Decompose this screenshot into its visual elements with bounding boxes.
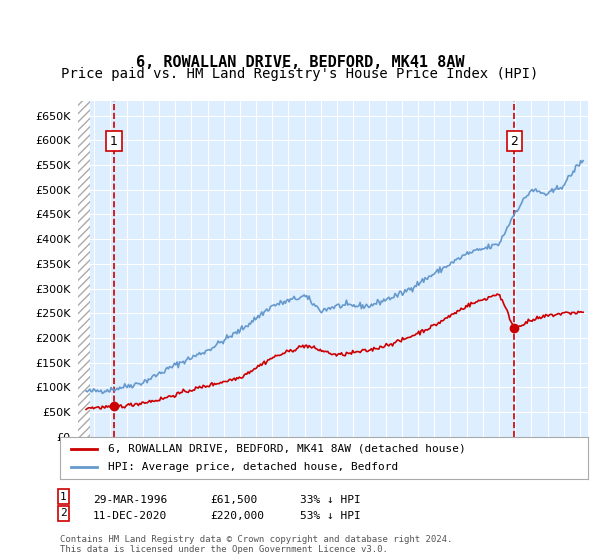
Text: 2: 2 <box>60 508 67 519</box>
Text: 1: 1 <box>60 492 67 502</box>
Text: Price paid vs. HM Land Registry's House Price Index (HPI): Price paid vs. HM Land Registry's House … <box>61 67 539 81</box>
Text: 6, ROWALLAN DRIVE, BEDFORD, MK41 8AW: 6, ROWALLAN DRIVE, BEDFORD, MK41 8AW <box>136 55 464 70</box>
Text: 2: 2 <box>511 134 518 148</box>
Bar <box>78 101 90 437</box>
Text: 53% ↓ HPI: 53% ↓ HPI <box>300 511 361 521</box>
Text: 1: 1 <box>110 134 118 148</box>
Text: 33% ↓ HPI: 33% ↓ HPI <box>300 494 361 505</box>
Text: 6, ROWALLAN DRIVE, BEDFORD, MK41 8AW (detached house): 6, ROWALLAN DRIVE, BEDFORD, MK41 8AW (de… <box>107 444 465 454</box>
Text: £220,000: £220,000 <box>210 511 264 521</box>
Text: £61,500: £61,500 <box>210 494 257 505</box>
Text: 11-DEC-2020: 11-DEC-2020 <box>93 511 167 521</box>
Text: HPI: Average price, detached house, Bedford: HPI: Average price, detached house, Bedf… <box>107 462 398 472</box>
Text: 29-MAR-1996: 29-MAR-1996 <box>93 494 167 505</box>
Bar <box>78 101 90 437</box>
Text: Contains HM Land Registry data © Crown copyright and database right 2024.
This d: Contains HM Land Registry data © Crown c… <box>60 535 452 554</box>
